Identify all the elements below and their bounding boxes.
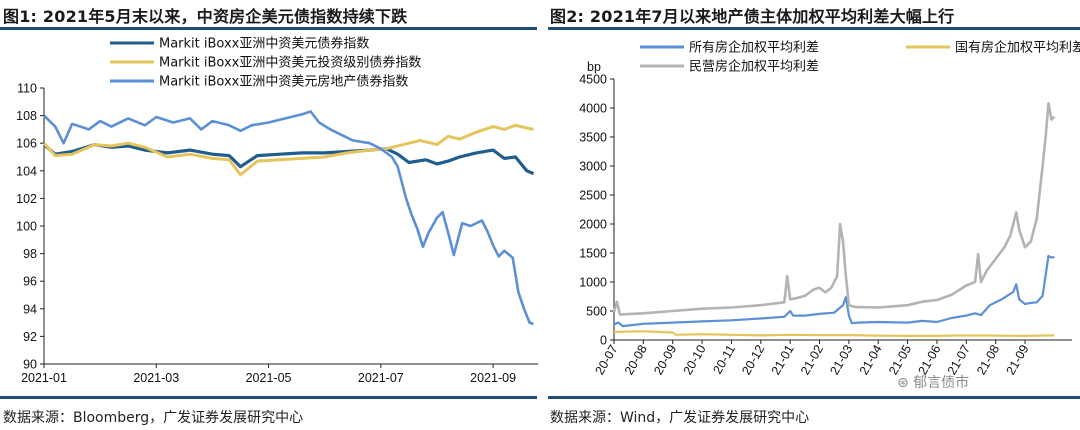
x-tick-label: 21-02 bbox=[798, 342, 826, 377]
y-tick-label: 3000 bbox=[579, 160, 607, 174]
x-tick-label: 21-04 bbox=[857, 342, 885, 377]
x-tick-label: 21-03 bbox=[827, 342, 855, 377]
legend-label-3: Markit iBoxx亚洲中资美元房地产债券指数 bbox=[159, 74, 408, 90]
legend-label-1: Markit iBoxx亚洲中资美元债券指数 bbox=[159, 36, 369, 52]
y-tick-label: 500 bbox=[586, 305, 607, 319]
chart-1-source: 数据来源：Bloomberg，广发证券发展研究中心 bbox=[3, 410, 304, 426]
y-axis-unit-label: bp bbox=[587, 60, 601, 74]
legend-label-2: 国有房企加权平均利差 bbox=[955, 40, 1080, 56]
y-tick-label: 0 bbox=[600, 334, 607, 348]
legend-label-2: Markit iBoxx亚洲中资美元投资级别债券指数 bbox=[159, 55, 421, 71]
y-tick-label: 3500 bbox=[579, 131, 607, 145]
watermark-text: 郁言债市 bbox=[913, 375, 970, 391]
watermark: ⊛ 郁言债市 bbox=[897, 372, 969, 392]
chart-panel-1: 图1: 2021年5月末以来，中资房企美元债指数持续下跌 90 92 94 96 98 1… bbox=[0, 7, 538, 426]
y-tick-label: 2000 bbox=[579, 218, 607, 232]
y-tick-label: 90 bbox=[23, 358, 37, 372]
chart-1-title: 图1: 2021年5月末以来，中资房企美元债指数持续下跌 bbox=[3, 7, 408, 26]
y-tick-label: 1500 bbox=[579, 247, 607, 261]
y-tick-label: 106 bbox=[16, 137, 37, 151]
x-tick-label: 2021-07 bbox=[358, 371, 404, 385]
x-tick-label: 20-11 bbox=[710, 342, 738, 376]
wechat-logo-icon: ⊛ bbox=[897, 375, 909, 391]
series-line-3 bbox=[612, 102, 1056, 316]
x-tick-label: 21-08 bbox=[974, 342, 1002, 377]
x-tick-label: 20-12 bbox=[739, 342, 767, 377]
x-tick-label: 2021-03 bbox=[133, 371, 179, 385]
x-tick-label: 20-10 bbox=[681, 342, 709, 377]
chart-2-top-rule bbox=[548, 27, 1080, 30]
y-tick-label: 4000 bbox=[579, 102, 607, 116]
chart-panel-2: 图2: 2021年7月以来地产债主体加权平均利差大幅上行 0 500 1000 150… bbox=[540, 0, 1080, 430]
chart-2-title: 图2: 2021年7月以来地产债主体加权平均利差大幅上行 bbox=[550, 7, 955, 26]
y-tick-label: 100 bbox=[16, 220, 37, 234]
chart-1-bottom-rule bbox=[0, 396, 537, 399]
legend-label-1: 所有房企加权平均利差 bbox=[689, 40, 819, 56]
chart-2-source: 数据来源：Wind，广发证券发展研究中心 bbox=[550, 410, 810, 426]
chart-2-plot: 0 500 1000 1500 2000 2500 3000 3500 4000 4500 20-0… bbox=[579, 40, 1080, 378]
x-tick-label: 21-01 bbox=[769, 342, 797, 377]
x-tick-label: 20-07 bbox=[592, 342, 620, 377]
y-tick-label: 104 bbox=[16, 164, 37, 178]
y-tick-label: 4500 bbox=[579, 73, 607, 87]
legend-label-3: 民营房企加权平均利差 bbox=[689, 59, 819, 75]
chart-1-plot: 90 92 94 96 98 100 102 104 106 108 110 2021-01 2021-… bbox=[16, 36, 538, 385]
x-tick-label: 20-09 bbox=[651, 342, 679, 377]
y-tick-label: 102 bbox=[16, 192, 37, 206]
x-tick-label: 2021-05 bbox=[246, 371, 292, 385]
series-line-1 bbox=[42, 143, 535, 176]
y-tick-label: 98 bbox=[23, 247, 37, 261]
y-tick-label: 94 bbox=[23, 302, 37, 316]
x-tick-label: 20-08 bbox=[622, 342, 650, 377]
y-tick-label: 110 bbox=[17, 82, 37, 96]
series-line-2 bbox=[613, 330, 1055, 337]
x-tick-label: 21-09 bbox=[1004, 342, 1032, 377]
series-line-2 bbox=[42, 123, 534, 177]
y-tick-label: 2500 bbox=[579, 189, 607, 203]
y-tick-label: 108 bbox=[16, 109, 37, 123]
chart-1-top-rule bbox=[0, 27, 537, 30]
series-line-1 bbox=[613, 254, 1055, 328]
y-tick-label: 92 bbox=[23, 330, 37, 344]
x-tick-label: 2021-09 bbox=[470, 371, 516, 385]
y-tick-label: 96 bbox=[23, 275, 37, 289]
x-tick-label: 2021-01 bbox=[21, 371, 67, 385]
chart-2-bottom-rule bbox=[548, 396, 1080, 399]
series-line-3 bbox=[43, 110, 534, 326]
y-tick-label: 1000 bbox=[579, 276, 607, 290]
